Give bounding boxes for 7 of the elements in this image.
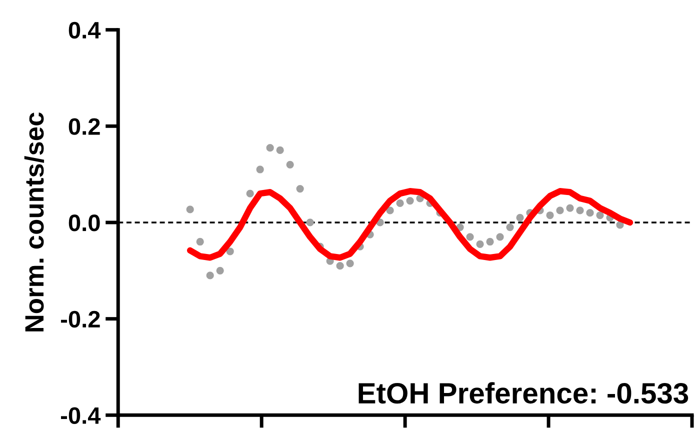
y-tick-label: -0.2 xyxy=(61,310,100,328)
y-tick-label: -0.4 xyxy=(61,407,101,424)
y-axis-title: Norm. counts/sec xyxy=(24,112,44,332)
y-tick-label: 0.4 xyxy=(68,22,101,39)
annotation: EtOH Preference: -0.533 xyxy=(358,382,688,404)
y-tick-label: 0.2 xyxy=(68,118,100,135)
y-tick-label: 0.0 xyxy=(68,214,100,232)
